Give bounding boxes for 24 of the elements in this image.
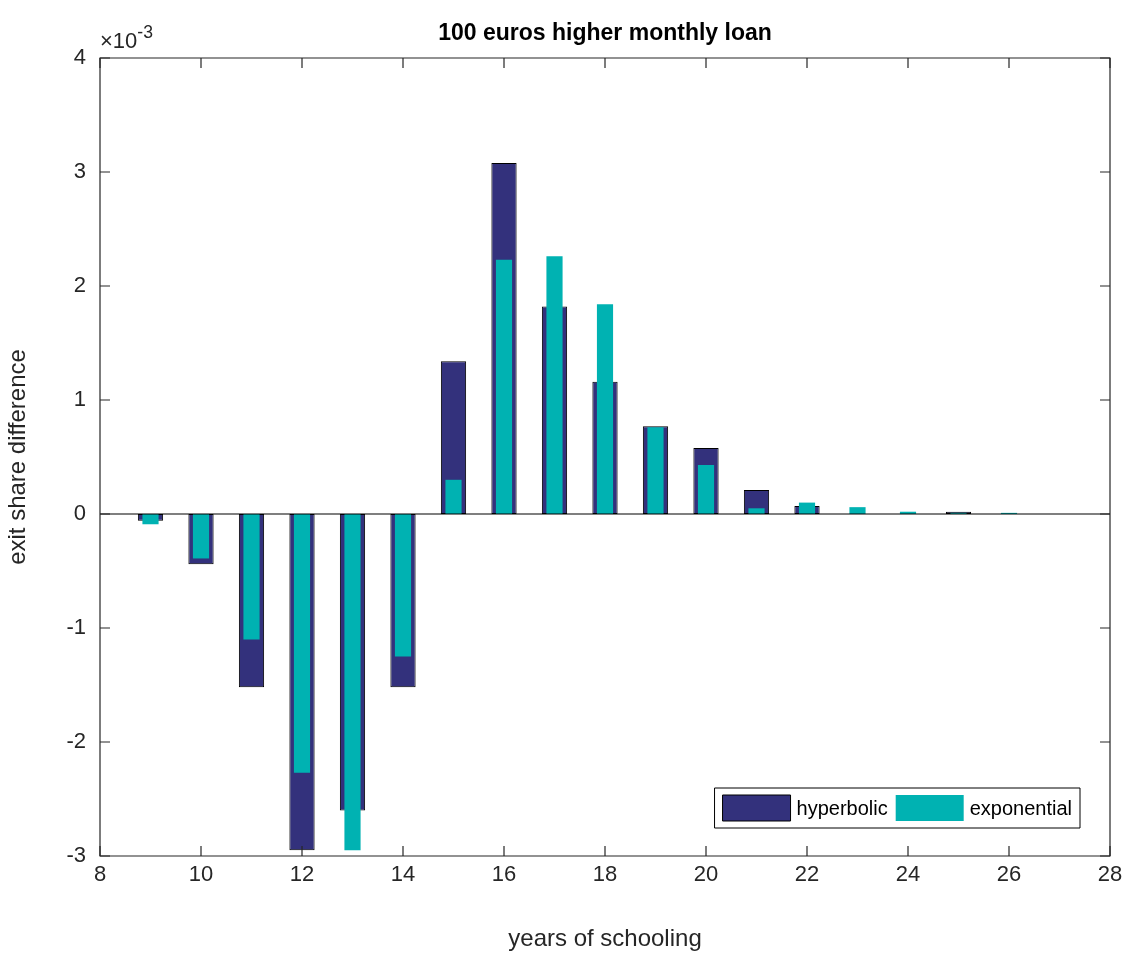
legend-label: hyperbolic [796, 796, 888, 819]
y-tick-label: -1 [66, 614, 86, 640]
y-tick-label: 1 [73, 386, 86, 412]
x-axis-title: years of schooling [508, 924, 702, 952]
y-axis-title: exit share difference [3, 349, 31, 565]
x-tick-label: 12 [289, 861, 315, 887]
y-tick-label: 2 [73, 272, 86, 298]
x-tick-label: 10 [188, 861, 214, 887]
x-tick-label: 24 [895, 861, 921, 887]
x-tick-label: 16 [491, 861, 517, 887]
x-tick-label: 20 [693, 861, 719, 887]
x-tick-label: 28 [1097, 861, 1123, 887]
y-tick-label: 3 [73, 158, 86, 184]
y-tick-label: 4 [73, 44, 86, 70]
y-tick-label: -3 [66, 842, 86, 868]
x-tick-label: 18 [592, 861, 618, 887]
y-tick-label: 0 [73, 500, 86, 526]
x-tick-label: 26 [996, 861, 1022, 887]
x-tick-label: 14 [390, 861, 416, 887]
x-tick-label: 22 [794, 861, 820, 887]
y-tick-label: -2 [66, 728, 86, 754]
legend-label: exponential [969, 796, 1073, 819]
chart-title: 100 euros higher monthly loan [438, 19, 772, 45]
x-tick-label: 8 [93, 861, 107, 887]
